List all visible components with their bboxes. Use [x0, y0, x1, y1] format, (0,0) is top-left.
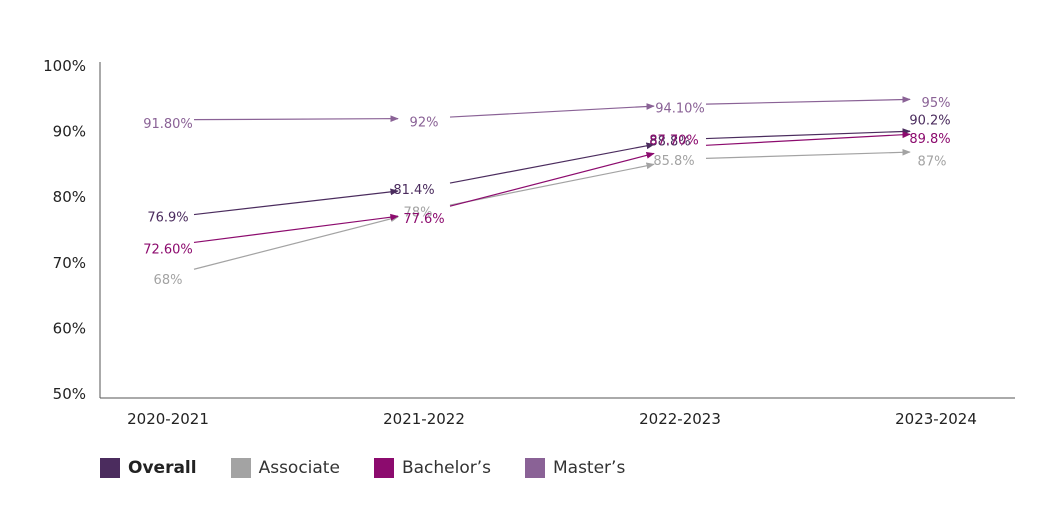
y-tick-label: 100% [43, 57, 86, 75]
data-label: 95% [922, 96, 951, 111]
legend-label-associate: Associate [258, 458, 340, 478]
data-label: 94.10% [655, 102, 705, 117]
y-tick-label: 90% [53, 123, 86, 141]
series-segment-overall [193, 188, 399, 216]
data-label: 78% [404, 205, 433, 220]
legend-swatch-overall [100, 458, 120, 478]
legend-item-bachelors: Bachelor’s [373, 458, 491, 478]
y-tick-label: 50% [53, 385, 86, 403]
legend-item-overall: Overall [100, 458, 197, 478]
data-label: 87% [918, 154, 947, 169]
legend-label-bachelors: Bachelor’s [401, 458, 491, 478]
data-label: 91.80% [143, 117, 193, 132]
series-segment-associate [193, 215, 399, 270]
series-segment-masters [449, 103, 655, 118]
data-label: 85.8% [653, 154, 694, 169]
series-segment-bachelors [705, 131, 911, 146]
series-segment-masters [193, 115, 399, 123]
series-segment-overall [449, 142, 655, 184]
x-tick-label: 2021-2022 [383, 410, 465, 428]
legend-swatch-associate [230, 458, 251, 478]
x-tick-label: 2022-2023 [639, 410, 721, 428]
y-tick-labels: 100% 90% 80% 70% 60% 50% [43, 57, 86, 403]
data-label: 68% [154, 273, 183, 288]
series-segment-masters [705, 96, 911, 105]
data-label: 92% [410, 115, 439, 130]
data-label: 81.4% [393, 183, 434, 198]
data-label: 72.60% [143, 243, 193, 258]
legend-item-associate: Associate [230, 458, 340, 478]
y-tick-label: 60% [53, 319, 86, 337]
legend-label-overall: Overall [128, 458, 197, 478]
legend: Overall Associate Bachelor’s Master’s [100, 458, 659, 478]
data-label: 88.8% [649, 134, 690, 149]
x-tick-label: 2023-2024 [895, 410, 977, 428]
series-lines [193, 96, 911, 270]
series-segment-associate [705, 148, 911, 159]
data-label: 89.8% [909, 132, 950, 147]
data-label: 76.9% [147, 211, 188, 226]
legend-label-masters: Master’s [552, 458, 626, 478]
x-tick-label: 2020-2021 [127, 410, 209, 428]
y-tick-label: 80% [53, 188, 86, 206]
x-tick-labels: 2020-2021 2021-2022 2022-2023 2023-2024 [127, 410, 977, 428]
y-tick-label: 70% [53, 254, 86, 272]
legend-swatch-masters [524, 458, 545, 478]
series-segment-associate [449, 162, 655, 206]
series-segment-overall [705, 128, 911, 140]
series-segment-bachelors [449, 152, 655, 207]
data-label: 90.2% [909, 113, 950, 128]
series-segment-bachelors [193, 213, 399, 244]
data-label: 77.6% [403, 212, 444, 227]
legend-swatch-bachelors [373, 458, 394, 478]
data-label: 87.70% [649, 134, 699, 149]
legend-item-masters: Master’s [524, 458, 626, 478]
data-labels: 76.9% 81.4% 88.8% 90.2% 68% 78% 85.8% 87% 72.60%… [143, 96, 950, 288]
